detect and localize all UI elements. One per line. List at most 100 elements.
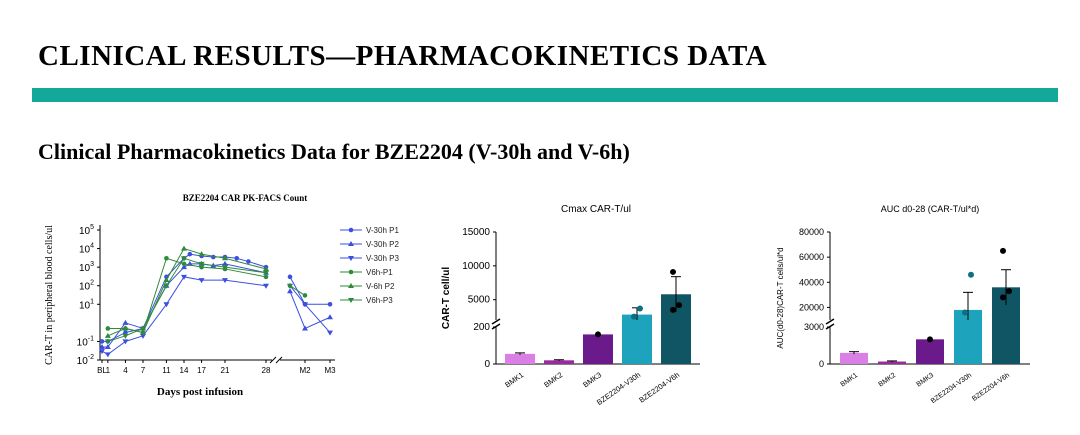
- pk-point: [181, 256, 187, 262]
- cmax-category-label: BMK2: [542, 370, 564, 389]
- cmax-y-axis-label: CAR-T cell/ul: [441, 267, 452, 329]
- auc-y-tick-label: 20000: [799, 302, 824, 312]
- accent-divider: [32, 88, 1058, 102]
- pk-series-line: [289, 285, 331, 333]
- auc-y-tick-label: 40000: [799, 277, 824, 287]
- pk-point: [163, 277, 170, 283]
- pk-point: [198, 251, 205, 257]
- pk-y-axis-label: CAR-T in peripheral blood cells/ul: [44, 225, 55, 365]
- pk-point: [222, 255, 228, 261]
- pk-point: [99, 344, 105, 350]
- cmax-data-point: [670, 268, 676, 275]
- auc-category-label: BMK1: [840, 372, 860, 389]
- pk-point: [187, 251, 193, 257]
- pk-y-tick-label: 10-2: [77, 354, 94, 367]
- cmax-bar: [583, 334, 613, 364]
- pk-point: [246, 259, 251, 264]
- pk-point: [105, 326, 111, 331]
- pk-point: [99, 339, 105, 344]
- pk-point: [181, 261, 187, 267]
- pk-point: [327, 301, 333, 307]
- pk-point: [222, 265, 228, 271]
- pk-x-tick-label: 4: [123, 366, 128, 375]
- auc-bar-chart: AUC d0-28 (CAR-T/ul*d) AUC(d0-28)CAR-T c…: [776, 204, 1030, 405]
- pk-point: [140, 329, 146, 335]
- auc-y-tick-label: 0: [819, 359, 824, 369]
- cmax-category-label: BMK3: [581, 370, 603, 389]
- pk-series: V-30h P1: [99, 226, 399, 344]
- pk-x-tick-label: 1: [106, 366, 111, 375]
- cmax-y-tick-label: 200: [473, 322, 490, 333]
- pk-point: [199, 264, 204, 270]
- pk-series: V-6h P2: [104, 245, 395, 338]
- pk-series-line: [101, 276, 267, 356]
- auc-bar: [878, 361, 906, 364]
- cmax-y-tick-label: 0: [484, 359, 490, 370]
- pk-point: [122, 325, 129, 331]
- pk-point: [348, 283, 354, 288]
- pk-point: [302, 293, 308, 298]
- auc-data-point: [1006, 288, 1012, 295]
- pk-point: [181, 264, 187, 270]
- auc-axis-break-mark: [825, 318, 835, 325]
- pk-point: [222, 260, 228, 266]
- pk-x-tick-label: BL: [97, 366, 107, 375]
- auc-y-axis-label: AUC(d0-28)CAR-T cells/ul*d: [776, 247, 785, 348]
- cmax-axis-break-mark: [491, 318, 501, 325]
- pk-point: [210, 254, 216, 260]
- pk-point: [222, 278, 228, 284]
- auc-y-tick-label: 80000: [799, 227, 824, 237]
- pk-line-chart: BZE2204 CAR PK-FACS Count CAR-T in perip…: [44, 193, 399, 398]
- cmax-data-point: [637, 305, 643, 312]
- auc-data-point: [1000, 247, 1006, 254]
- pk-y-tick-label: 104: [79, 243, 94, 256]
- pk-point: [348, 298, 354, 303]
- pk-point: [104, 352, 111, 358]
- pk-axis-break-mark: [275, 356, 283, 364]
- pk-y-tick-label: 105: [79, 224, 94, 237]
- pk-point: [287, 274, 293, 280]
- pk-point: [122, 319, 129, 325]
- cmax-category-label: BZE2204-V6h: [637, 370, 681, 404]
- pk-point: [181, 245, 187, 251]
- auc-chart-title: AUC d0-28 (CAR-T/ul*d): [881, 204, 980, 214]
- auc-bar: [916, 339, 944, 364]
- cmax-data-point: [676, 302, 682, 309]
- cmax-bar: [622, 314, 652, 364]
- auc-category-label: BMK3: [916, 372, 936, 389]
- auc-y-tick-label: 60000: [799, 252, 824, 262]
- pk-point: [104, 344, 111, 350]
- cmax-chart-title: Cmax CAR-T/ul: [561, 204, 631, 215]
- pk-point: [99, 349, 105, 355]
- cmax-data-point: [595, 331, 601, 338]
- pk-chart-title: BZE2204 CAR PK-FACS Count: [183, 193, 308, 203]
- cmax-y-tick-label: 5000: [468, 295, 491, 306]
- auc-data-point: [968, 271, 974, 278]
- pk-point: [163, 283, 170, 289]
- auc-data-point: [927, 336, 933, 343]
- pk-series-line: [107, 247, 267, 337]
- pk-point: [287, 288, 293, 294]
- cmax-category-label: BZE2204-V30h: [595, 370, 642, 407]
- pk-series-line: [107, 257, 267, 342]
- pk-legend-label: V6h-P1: [366, 268, 393, 277]
- pk-y-tick-label: 102: [79, 280, 94, 293]
- pk-point: [263, 265, 269, 271]
- pk-point: [198, 261, 205, 267]
- pk-point: [123, 330, 128, 335]
- pk-x-tick-label: 17: [197, 366, 206, 375]
- pk-y-tick-label: 103: [79, 261, 94, 274]
- pk-point: [327, 330, 333, 336]
- pk-y-tick-label: 101: [79, 298, 94, 311]
- auc-category-label: BMK2: [878, 372, 898, 389]
- pk-point: [263, 274, 269, 280]
- pk-legend-label: V-6h P2: [366, 282, 395, 291]
- pk-point: [104, 332, 111, 338]
- pk-point: [327, 314, 333, 320]
- pk-x-axis-label: Days post infusion: [157, 386, 243, 398]
- pk-x-tick-label: 21: [221, 366, 230, 375]
- pk-series-line: [289, 276, 330, 305]
- auc-data-point: [962, 309, 968, 316]
- page-subtitle: Clinical Pharmacokinetics Data for BZE22…: [38, 139, 630, 164]
- pk-y-tick-label: 10-1: [77, 335, 94, 348]
